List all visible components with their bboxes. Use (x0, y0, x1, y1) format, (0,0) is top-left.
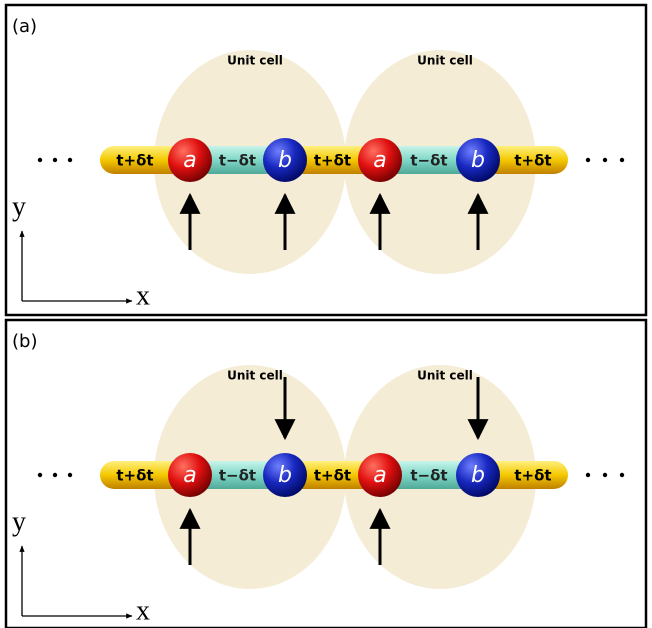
ellipsis-dot (620, 158, 624, 162)
ellipsis-dot (53, 158, 57, 162)
site-label: b (471, 463, 485, 488)
ellipsis-dot (620, 473, 624, 477)
ellipsis-dot (38, 473, 42, 477)
ellipsis-dot (53, 473, 57, 477)
site-label: a (373, 148, 386, 173)
axis-y-label: y (12, 191, 26, 222)
ellipsis-dot (586, 473, 590, 477)
bond-label: t+δt (514, 152, 551, 170)
bond-label: t−δt (219, 467, 256, 485)
bond-label: t+δt (514, 467, 551, 485)
ellipsis-dot (68, 473, 72, 477)
bond-label: t−δt (219, 152, 256, 170)
panel-label: (b) (12, 331, 37, 352)
bond-label: t−δt (410, 467, 447, 485)
unit-cell-label: Unit cell (227, 369, 283, 383)
unit-cell-label: Unit cell (227, 54, 283, 68)
site-label: b (278, 148, 292, 173)
site-label: b (471, 148, 485, 173)
ellipsis-dot (586, 158, 590, 162)
site-label: a (373, 463, 386, 488)
ellipsis-dot (68, 158, 72, 162)
ellipsis-dot (38, 158, 42, 162)
figure: (a) Unit cell Unit cell t+δt t−δt t+δt t−δt t+δ… (0, 0, 652, 628)
bond-label: t+δt (116, 152, 153, 170)
ellipsis-dot (603, 158, 607, 162)
site-label: a (183, 148, 196, 173)
unit-cell-label: Unit cell (417, 369, 473, 383)
bond-label: t+δt (116, 467, 153, 485)
axis-x-label: x (136, 280, 150, 311)
axis-y-label: y (12, 506, 26, 537)
ellipsis-dot (603, 473, 607, 477)
unit-cell-label: Unit cell (417, 54, 473, 68)
bond-label: t−δt (410, 152, 447, 170)
bond-label: t+δt (314, 152, 351, 170)
panel: (b) Unit cell Unit cell t+δt t−δt t+δt t−δt t+δ… (6, 320, 646, 628)
panel-label: (a) (12, 16, 37, 37)
site-label: b (278, 463, 292, 488)
site-label: a (183, 463, 196, 488)
panel: (a) Unit cell Unit cell t+δt t−δt t+δt t−δt t+δ… (6, 5, 646, 315)
bond-label: t+δt (314, 467, 351, 485)
axis-x-label: x (136, 595, 150, 626)
